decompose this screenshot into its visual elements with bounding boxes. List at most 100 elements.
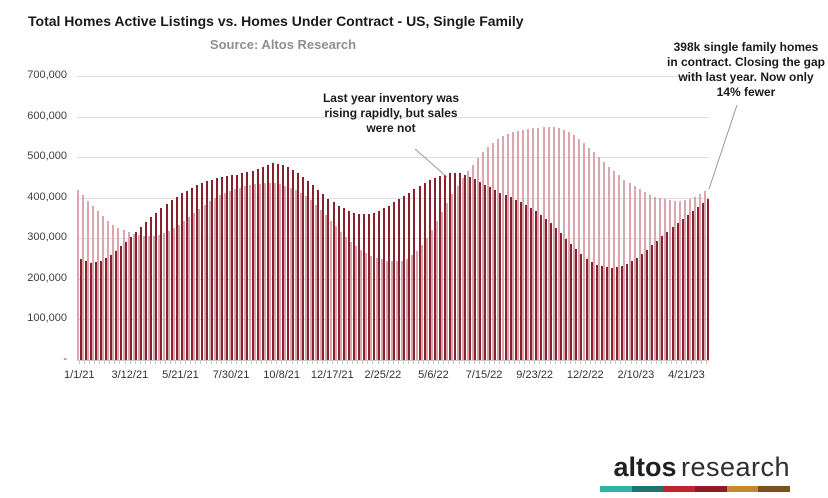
bar-under-contract — [271, 163, 274, 360]
bar-active-listings — [304, 196, 307, 360]
x-axis-label: 10/8/21 — [263, 369, 300, 381]
bar-under-contract — [443, 174, 446, 360]
x-axis-minor-tick — [676, 361, 678, 364]
bar-under-contract — [423, 183, 426, 360]
y-axis-label: 600,000 — [27, 109, 67, 122]
gridline — [77, 157, 709, 159]
bar-under-contract — [706, 198, 709, 360]
gridline — [77, 76, 709, 78]
bar-active-listings — [208, 201, 211, 360]
bar-active-listings — [466, 171, 469, 360]
x-axis-minor-tick — [225, 361, 227, 364]
gridline — [77, 238, 709, 240]
bar-active-listings — [385, 260, 388, 360]
bar-active-listings — [699, 194, 702, 360]
bar-active-listings — [183, 221, 186, 360]
chart-subtitle: Source: Altos Research — [209, 37, 357, 52]
x-axis-minor-tick — [650, 361, 652, 364]
bar-under-contract — [615, 267, 618, 360]
bar-active-listings — [547, 126, 550, 360]
bar-under-contract — [636, 258, 639, 360]
bar-under-contract — [347, 210, 350, 360]
bar-under-contract — [211, 179, 214, 360]
bar-active-listings — [613, 171, 616, 360]
x-axis-minor-tick — [630, 361, 632, 364]
x-axis-minor-tick — [554, 361, 556, 364]
bar-under-contract — [519, 202, 522, 360]
bar-active-listings — [355, 246, 358, 360]
x-axis-label: 4/21/23 — [668, 369, 705, 381]
bar-under-contract — [661, 236, 664, 360]
bar-under-contract — [433, 178, 436, 360]
x-axis-minor-tick — [89, 361, 91, 364]
bar-under-contract — [119, 246, 122, 360]
x-axis-minor-tick — [655, 361, 657, 364]
bar-under-contract — [292, 169, 295, 360]
x-axis-minor-tick — [635, 361, 637, 364]
bar-under-contract — [479, 181, 482, 360]
x-axis-minor-tick — [377, 361, 379, 364]
bar-active-listings — [405, 258, 408, 360]
bar-active-listings — [446, 202, 449, 360]
bar-active-listings — [583, 143, 585, 360]
bar-under-contract — [195, 185, 198, 360]
x-axis-minor-tick — [433, 361, 435, 364]
bar-under-contract — [671, 227, 674, 360]
bar-active-listings — [163, 233, 166, 360]
bar-active-listings — [674, 200, 677, 360]
bar-active-listings — [365, 253, 368, 360]
x-axis-minor-tick — [367, 361, 369, 364]
y-axis-label: 200,000 — [27, 271, 67, 284]
bar-under-contract — [403, 195, 406, 360]
x-axis-minor-tick — [595, 361, 597, 364]
bar-under-contract — [281, 164, 284, 360]
bar-under-contract — [84, 261, 87, 360]
bar-active-listings — [491, 142, 494, 360]
bar-under-contract — [509, 197, 512, 360]
bar-under-contract — [155, 212, 158, 360]
gridline — [77, 319, 709, 321]
bar-under-contract — [89, 262, 92, 360]
bar-active-listings — [638, 189, 641, 360]
bar-active-listings — [370, 255, 373, 360]
bar-active-listings — [431, 230, 434, 360]
logo-stripe-segment — [600, 486, 632, 492]
x-axis-label: 7/30/21 — [212, 369, 250, 381]
x-axis-minor-tick — [316, 361, 318, 364]
bar-active-listings — [127, 232, 130, 360]
bar-active-listings — [147, 236, 150, 360]
bar-active-listings — [218, 195, 221, 360]
x-axis-minor-tick — [99, 361, 101, 364]
bar-under-contract — [286, 166, 289, 360]
bar-under-contract — [302, 176, 305, 360]
bar-under-contract — [418, 186, 421, 360]
bar-under-contract — [307, 180, 310, 360]
bar-active-listings — [669, 200, 672, 360]
bar-active-listings — [502, 136, 505, 360]
bar-under-contract — [484, 184, 487, 360]
bar-active-listings — [188, 217, 191, 360]
logo-text: altos research — [600, 452, 790, 483]
bar-under-contract — [241, 173, 244, 360]
bar-active-listings — [168, 231, 171, 360]
bar-under-contract — [317, 189, 320, 360]
x-axis-minor-tick — [686, 361, 688, 364]
x-axis-label: 7/15/22 — [465, 369, 503, 381]
x-axis-minor-tick — [397, 361, 399, 364]
x-axis-minor-tick — [438, 361, 440, 364]
x-axis-minor-tick — [509, 361, 511, 364]
bar-active-listings — [335, 226, 338, 360]
bar-under-contract — [342, 208, 345, 360]
y-axis-label: 500,000 — [27, 150, 67, 163]
x-axis-minor-tick — [195, 361, 197, 364]
x-axis-minor-tick — [453, 361, 455, 364]
bar-active-listings — [663, 199, 666, 360]
bar-under-contract — [388, 205, 391, 360]
bar-under-contract — [327, 198, 330, 360]
x-axis-minor-tick — [448, 361, 450, 364]
x-axis-minor-tick — [564, 361, 566, 364]
x-axis-minor-tick — [468, 361, 470, 364]
bar-under-contract — [499, 192, 502, 360]
bar-active-listings — [152, 235, 155, 360]
y-axis-label: - — [63, 353, 67, 365]
